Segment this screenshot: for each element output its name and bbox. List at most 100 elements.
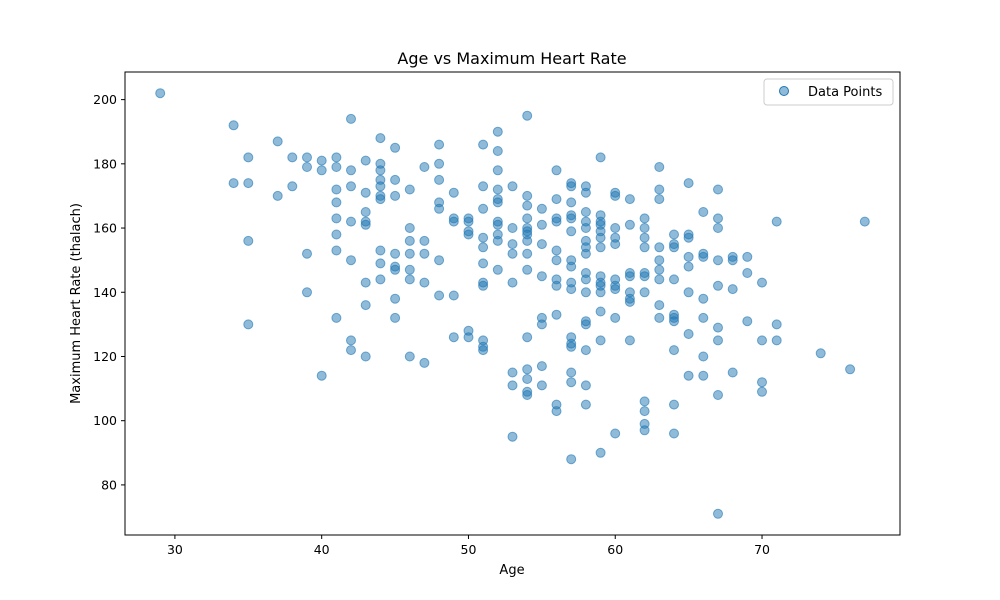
data-point — [698, 293, 709, 304]
data-point — [580, 248, 591, 259]
data-point — [566, 181, 577, 192]
data-point — [771, 335, 782, 346]
data-point — [228, 178, 239, 189]
data-point — [390, 174, 401, 185]
data-point — [683, 370, 694, 381]
data-point — [713, 184, 723, 195]
data-point — [375, 165, 386, 176]
data-point — [580, 207, 591, 217]
data-point — [404, 274, 415, 285]
data-point — [404, 248, 415, 259]
data-point — [669, 242, 679, 253]
data-point — [580, 187, 591, 198]
data-point — [507, 367, 518, 378]
data-point — [522, 364, 533, 375]
data-point — [669, 428, 679, 439]
data-point — [478, 139, 489, 150]
data-point — [595, 232, 606, 243]
x-tick-label: 40 — [314, 542, 330, 557]
data-point — [639, 396, 650, 407]
data-point — [331, 245, 342, 256]
data-point — [522, 332, 533, 343]
data-point — [566, 284, 577, 295]
data-point — [624, 194, 635, 205]
data-point — [507, 223, 518, 233]
data-point — [302, 248, 312, 259]
data-point — [522, 248, 533, 259]
data-point — [492, 184, 503, 195]
data-point — [492, 235, 503, 246]
data-point — [302, 152, 312, 163]
data-point — [654, 255, 665, 266]
data-point — [551, 165, 562, 176]
data-point — [331, 229, 342, 240]
data-point — [507, 380, 518, 391]
data-point — [404, 264, 415, 275]
data-point — [419, 162, 430, 172]
x-tick-label: 60 — [607, 542, 623, 557]
data-point — [272, 190, 283, 201]
data-point — [698, 207, 709, 217]
data-point — [507, 248, 518, 259]
data-point — [536, 380, 547, 391]
data-point — [566, 213, 577, 224]
data-point — [360, 300, 371, 311]
data-point — [551, 255, 562, 266]
data-point — [346, 113, 356, 124]
data-point — [815, 348, 826, 359]
data-point — [757, 335, 767, 346]
data-point — [522, 110, 533, 121]
data-point — [522, 190, 533, 201]
data-point — [346, 165, 356, 176]
data-point — [683, 329, 694, 339]
data-point — [595, 152, 606, 163]
data-point — [492, 197, 503, 208]
data-point — [522, 264, 533, 275]
data-point — [302, 162, 312, 172]
data-point — [360, 219, 371, 230]
data-point — [654, 300, 665, 311]
legend-box — [763, 78, 894, 106]
data-point — [639, 287, 650, 298]
data-point — [610, 428, 621, 439]
data-point — [478, 203, 489, 214]
data-point — [404, 351, 415, 362]
y-tick-label: 80 — [101, 477, 117, 492]
data-point — [713, 390, 723, 400]
data-point — [390, 293, 401, 304]
data-point — [478, 280, 489, 291]
data-point — [757, 386, 767, 397]
data-point — [639, 425, 650, 436]
data-point — [419, 357, 430, 368]
data-point — [478, 232, 489, 243]
data-point — [566, 454, 577, 465]
data-point — [346, 335, 356, 346]
x-tick-label: 50 — [461, 542, 477, 557]
data-point — [610, 190, 621, 201]
data-point — [492, 165, 503, 176]
data-point — [580, 223, 591, 233]
data-point — [302, 287, 312, 298]
data-point — [360, 207, 371, 217]
data-point — [624, 335, 635, 346]
data-point — [390, 142, 401, 153]
data-point — [492, 146, 503, 156]
data-point — [595, 335, 606, 346]
data-point — [316, 155, 327, 166]
data-point — [404, 184, 415, 195]
data-point — [316, 165, 327, 176]
legend-marker — [779, 86, 789, 96]
data-point — [478, 242, 489, 253]
data-point — [287, 152, 298, 163]
data-point — [375, 133, 386, 144]
data-point — [654, 274, 665, 285]
data-point — [683, 178, 694, 189]
data-point — [639, 406, 650, 417]
data-point — [536, 219, 547, 230]
data-point — [507, 277, 518, 288]
data-point — [639, 242, 650, 253]
data-point — [713, 213, 723, 224]
data-point — [669, 399, 679, 410]
data-point — [771, 216, 782, 227]
data-point — [654, 312, 665, 323]
